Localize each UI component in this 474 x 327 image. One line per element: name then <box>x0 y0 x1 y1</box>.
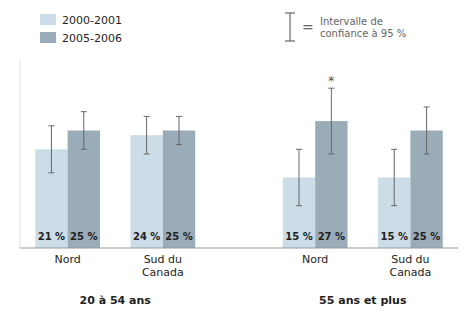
x-tick-label: Sud duCanada <box>389 253 431 279</box>
error-bar <box>48 126 54 173</box>
error-bar <box>81 112 87 150</box>
data-label: 25 % <box>413 231 440 242</box>
x-tick-label: Nord <box>54 253 80 266</box>
group-label: 55 ans et plus <box>319 294 407 307</box>
labels: 21 % 24 % 15 % 15 % 25 % 25 % 27 % 25 % <box>38 231 441 242</box>
ci-equals: = <box>302 19 314 35</box>
error-bar <box>176 116 182 144</box>
data-label: 25 % <box>165 231 192 242</box>
legend-swatch <box>40 14 56 25</box>
chart: 21 % 24 % 15 % 15 % 25 % 25 % 27 % 25 % Nord Sud … <box>0 0 474 327</box>
data-label: 25 % <box>70 231 97 242</box>
legend: 2000-2001 2005-2006 <box>40 14 122 45</box>
annotation: * <box>328 73 335 88</box>
x-tick-label: Nord <box>302 253 328 266</box>
ci-note: = Intervalle deconfiance à 95 % <box>285 13 406 41</box>
legend-label: 2005-2006 <box>62 32 122 45</box>
group-label: 20 à 54 ans <box>80 294 152 307</box>
error-bar <box>328 88 334 154</box>
data-label: 27 % <box>318 231 345 242</box>
error-bar <box>391 149 397 205</box>
data-label: 24 % <box>133 231 160 242</box>
bars <box>35 88 443 248</box>
error-bar <box>296 149 302 205</box>
data-label: 15 % <box>285 231 312 242</box>
error-bar <box>424 107 430 154</box>
x-tick-label: Sud duCanada <box>142 253 184 279</box>
y-axis-line <box>20 60 21 248</box>
data-label: 21 % <box>38 231 65 242</box>
bar <box>163 131 195 249</box>
legend-label: 2000-2001 <box>62 14 122 27</box>
ci-symbol <box>285 13 295 41</box>
legend-swatch <box>40 32 56 43</box>
ci-note-text: Intervalle deconfiance à 95 % <box>320 16 406 39</box>
data-label: 15 % <box>380 231 407 242</box>
error-bar <box>144 116 150 154</box>
x-axis-line <box>20 248 458 249</box>
